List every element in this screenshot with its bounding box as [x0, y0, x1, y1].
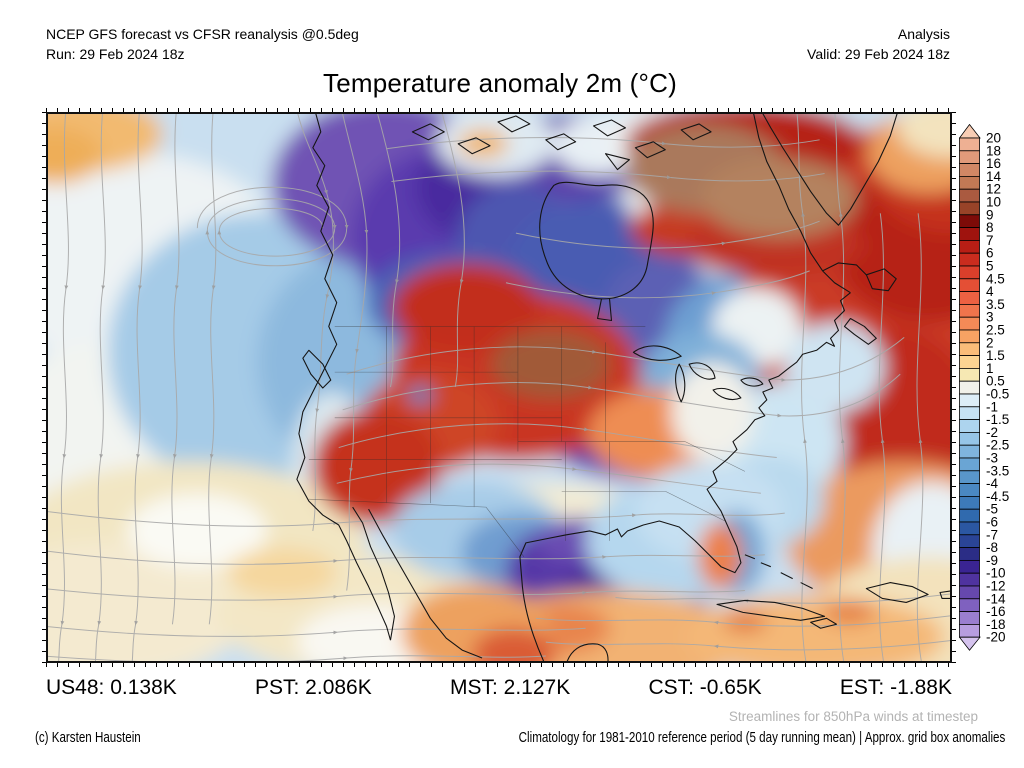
colorbar-tick-label: -12: [986, 579, 1006, 594]
model-info: NCEP GFS forecast vs CFSR reanalysis @0.…: [46, 26, 359, 42]
coastlines: [296, 114, 950, 661]
state-borders: [308, 326, 746, 557]
anomaly-map: [42, 108, 956, 667]
stat-mst: MST: 2.127K: [449, 676, 571, 699]
colorbar-scale: 201816141210987654.543.532.521.510.5-0.5…: [958, 123, 1009, 651]
colorbar-tick-label: 1: [986, 361, 994, 376]
colorbar-tick-label: -1.5: [986, 412, 1009, 427]
valid-info: Valid: 29 Feb 2024 18z: [807, 46, 950, 62]
colorbar-tick-label: -2.5: [986, 438, 1009, 453]
colorbar-tick-label: 2: [986, 335, 994, 350]
colorbar-tick-label: 3.5: [986, 297, 1005, 312]
colorbar-tick-label: -4: [986, 476, 998, 491]
regional-stats: US48: 0.138K PST: 2.086K MST: 2.127K CST…: [46, 676, 952, 700]
colorbar-tick-label: -6: [986, 515, 998, 530]
colorbar-tick-label: 1.5: [986, 348, 1005, 363]
colorbar-tick-label: 3: [986, 310, 994, 325]
colorbar-tick-label: 16: [986, 156, 1001, 171]
colorbar-tick-label: 9: [986, 207, 994, 222]
colorbar-tick-label: -16: [986, 604, 1006, 619]
header-right: Analysis Valid: 29 Feb 2024 18z: [807, 24, 950, 64]
colorbar-tick-label: -8: [986, 540, 998, 555]
colorbar-tick-label: 8: [986, 220, 994, 235]
colorbar-tick-label: 7: [986, 233, 994, 248]
colorbar-tick-label: 5: [986, 259, 994, 274]
colorbar-tick-label: -1: [986, 399, 998, 414]
stat-us48: US48: 0.138K: [46, 676, 177, 699]
colorbar-tick-label: -3.5: [986, 463, 1009, 478]
map-graphic: [48, 114, 950, 661]
colorbar-tick-label: -18: [986, 617, 1006, 632]
colorbar-tick-label: -5: [986, 502, 998, 517]
streamlines-note: Streamlines for 850hPa winds at timestep: [728, 709, 978, 724]
colorbar-tick-label: 2.5: [986, 323, 1005, 338]
climatology-note: Climatology for 1981-2010 reference peri…: [518, 730, 1005, 746]
colorbar: 20 18 16 14 12 10 9 8 7 6 5 4.5 4 3.5 3 2.5 2 1.5 1 0.5 -0.5…: [958, 123, 1023, 658]
header-left: NCEP GFS forecast vs CFSR reanalysis @0.…: [46, 24, 359, 64]
map-ticks-left: [42, 112, 46, 663]
colorbar-tick-label: 18: [986, 143, 1001, 158]
colorbar-tick-label: 0.5: [986, 374, 1005, 389]
colorbar-tick-label: -3: [986, 451, 998, 466]
wind-streamlines: [48, 114, 950, 661]
colorbar-tick-label: -7: [986, 527, 998, 542]
colorbar-tick-label: -0.5: [986, 387, 1009, 402]
mode-label: Analysis: [897, 26, 950, 42]
colorbar-tick-label: 4: [986, 284, 994, 299]
colorbar-tick-label: -4.5: [986, 489, 1009, 504]
run-info: Run: 29 Feb 2024 18z: [46, 46, 185, 62]
colorbar-tick-label: 10: [986, 195, 1001, 210]
colorbar-tick-label: -10: [986, 566, 1006, 581]
colorbar-tick-label: 6: [986, 246, 994, 261]
stat-pst: PST: 2.086K: [255, 676, 372, 699]
stat-est: EST: -1.88K: [839, 676, 952, 699]
colorbar-tick-label: -2: [986, 425, 998, 440]
anomaly-field: [48, 114, 950, 661]
colorbar-tick-label: 4.5: [986, 271, 1005, 286]
colorbar-tick-label: 14: [986, 169, 1002, 184]
colorbar-tick-label: -14: [986, 591, 1006, 606]
colorbar-tick-label: 20: [986, 131, 1001, 146]
colorbar-tick-label: 12: [986, 182, 1001, 197]
credit: (c) Karsten Haustein: [35, 730, 141, 746]
map-ticks-right: [952, 112, 956, 663]
stat-cst: CST: -0.65K: [648, 676, 762, 699]
colorbar-tick-label: -9: [986, 553, 998, 568]
page-title: Temperature anomaly 2m (°C): [323, 68, 677, 98]
colorbar-tick-label: -20: [986, 630, 1006, 645]
